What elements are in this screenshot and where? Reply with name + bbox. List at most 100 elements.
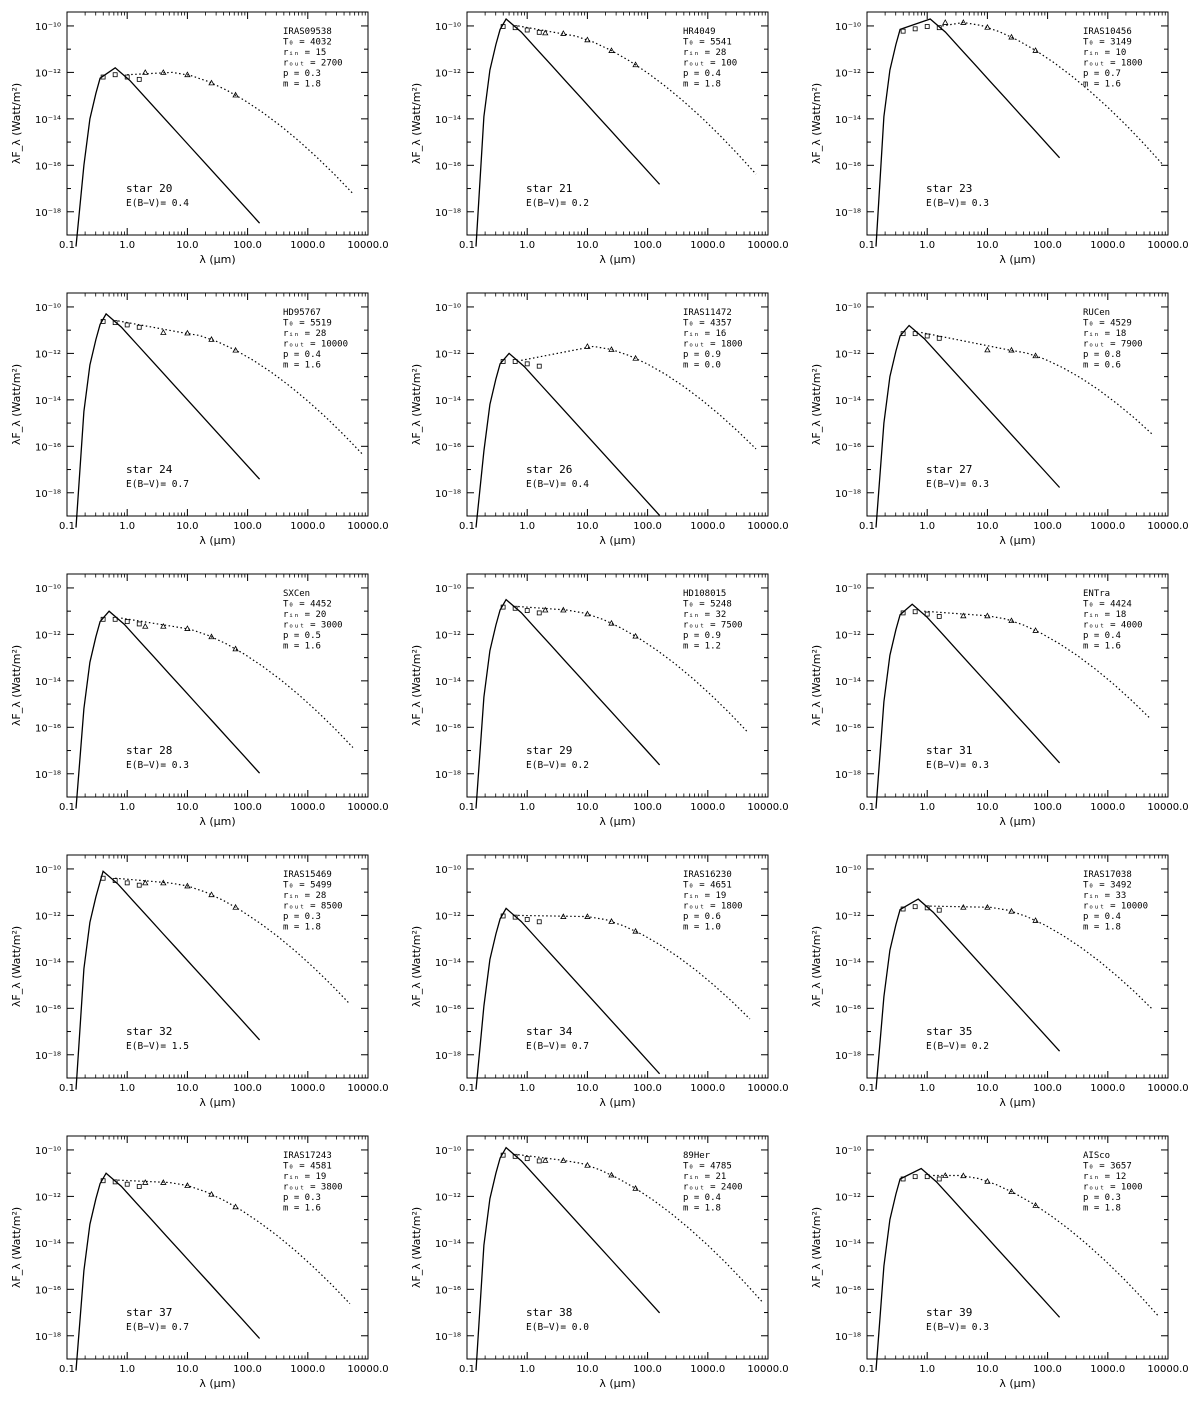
- total-model-line: [127, 71, 354, 195]
- object-name: IRAS11472: [683, 308, 732, 318]
- param-p: p = 0.4: [1083, 912, 1121, 922]
- plot-frame: [866, 854, 1169, 1079]
- sed-panel-star-24: 0.1 1.0 10.0 100.0 1000.0 10000.0 10⁻¹⁰ 10⁻¹² 10…: [0, 281, 400, 562]
- photometry-square: [112, 72, 118, 78]
- x-tick-label: 1.0: [919, 1083, 935, 1094]
- photometry-square: [536, 919, 542, 925]
- x-tick-label: 10.0: [576, 802, 598, 813]
- photometry-triangle: [160, 329, 167, 335]
- photometry-triangle: [232, 91, 239, 98]
- param-p: p = 0.9: [683, 350, 721, 360]
- plot-frame: [66, 292, 369, 517]
- photometry-square: [900, 28, 906, 34]
- sed-plot: 0.1 1.0 10.0 100.0 1000.0 10000.0 10⁻¹⁰ 10⁻¹² 10…: [10, 1135, 389, 1390]
- x-tick-label: 0.1: [59, 1083, 75, 1094]
- param-t0: T₀ = 4357: [683, 319, 732, 329]
- x-tick-label: 10.0: [176, 1364, 198, 1375]
- y-axis-label: λF_λ (Watt/m²): [10, 364, 23, 445]
- param-p: p = 0.6: [683, 912, 721, 922]
- x-axis-label: λ (μm): [599, 534, 635, 547]
- y-tick-label: 10⁻¹⁰: [35, 303, 61, 314]
- photometry-square: [136, 621, 142, 627]
- y-tick-label: 10⁻¹⁸: [835, 770, 861, 781]
- x-tick-label: 100.0: [633, 1364, 662, 1375]
- object-name: SXCen: [283, 589, 310, 599]
- reddening-label: E(B−V)= 0.3: [926, 760, 989, 771]
- y-axis-label: λF_λ (Watt/m²): [810, 1207, 823, 1288]
- plot-frame: [866, 11, 1169, 236]
- star-label: star 27: [926, 463, 972, 476]
- x-axis-label: λ (μm): [199, 534, 235, 547]
- x-tick-label: 100.0: [1033, 1364, 1062, 1375]
- param-p: p = 0.3: [1083, 1193, 1121, 1203]
- sed-plot: 0.1 1.0 10.0 100.0 1000.0 10000.0 10⁻¹⁰ 10⁻¹² 10…: [810, 292, 1189, 547]
- y-axis-label: λF_λ (Watt/m²): [10, 1207, 23, 1288]
- y-axis-label: λF_λ (Watt/m²): [410, 645, 423, 726]
- reddening-label: E(B−V)= 1.5: [126, 1041, 189, 1052]
- sed-panel-star-37: 0.1 1.0 10.0 100.0 1000.0 10000.0 10⁻¹⁰ 10⁻¹² 10…: [0, 1124, 400, 1405]
- y-tick-label: 10⁻¹²: [35, 630, 61, 641]
- x-tick-label: 0.1: [59, 521, 75, 532]
- photometry-square: [512, 605, 518, 611]
- x-axis-label: λ (μm): [599, 253, 635, 266]
- object-name: IRAS16230: [683, 870, 732, 880]
- star-label: star 38: [526, 1306, 572, 1319]
- photometry-triangle: [608, 619, 615, 626]
- sed-plot: 0.1 1.0 10.0 100.0 1000.0 10000.0 10⁻¹⁰ 10⁻¹² 10…: [410, 11, 789, 266]
- param-m: m = 1.8: [1083, 1204, 1121, 1214]
- sed-panel-star-34: 0.1 1.0 10.0 100.0 1000.0 10000.0 10⁻¹⁰ 10⁻¹² 10…: [400, 843, 800, 1124]
- param-m: m = 1.8: [683, 1204, 721, 1214]
- x-tick-label: 100.0: [233, 240, 262, 251]
- photometry-triangle: [608, 918, 615, 924]
- param-rin: rᵢₙ = 19: [683, 891, 726, 901]
- star-label: star 37: [126, 1306, 172, 1319]
- param-p: p = 0.3: [283, 912, 321, 922]
- x-tick-label: 10000.0: [347, 521, 388, 532]
- param-t0: T₀ = 5499: [283, 881, 332, 891]
- param-m: m = 0.6: [1083, 361, 1121, 371]
- photometry-square: [524, 27, 530, 33]
- star-label: star 28: [126, 744, 172, 757]
- param-rout: rₒᵤₜ = 1800: [683, 902, 743, 912]
- x-tick-label: 1.0: [519, 1083, 535, 1094]
- photometry-triangle: [632, 1185, 639, 1191]
- sed-plot: 0.1 1.0 10.0 100.0 1000.0 10000.0 10⁻¹⁰ 10⁻¹² 10…: [10, 854, 389, 1109]
- photometry-square: [512, 359, 518, 364]
- photometry-triangle: [542, 1157, 549, 1163]
- sed-panel-star-39: 0.1 1.0 10.0 100.0 1000.0 10000.0 10⁻¹⁰ 10⁻¹² 10…: [800, 1124, 1200, 1405]
- x-tick-label: 10000.0: [747, 1364, 788, 1375]
- y-tick-label: 10⁻¹⁸: [35, 208, 61, 219]
- photometry-square: [536, 29, 542, 35]
- y-tick-label: 10⁻¹⁸: [835, 208, 861, 219]
- photometry-triangle: [984, 346, 991, 353]
- photometry-triangle: [608, 346, 615, 352]
- x-tick-label: 10000.0: [747, 240, 788, 251]
- photometry-triangle: [1032, 47, 1039, 53]
- photosphere-model-line: [75, 870, 261, 1090]
- param-t0: T₀ = 3492: [1083, 881, 1132, 891]
- star-label: star 39: [926, 1306, 972, 1319]
- reddening-label: E(B−V)= 0.2: [526, 198, 589, 209]
- x-tick-label: 100.0: [633, 521, 662, 532]
- photometry-triangle: [942, 1172, 949, 1178]
- x-tick-label: 100.0: [233, 1083, 262, 1094]
- sed-plot: 0.1 1.0 10.0 100.0 1000.0 10000.0 10⁻¹⁰ 10⁻¹² 10…: [10, 11, 389, 266]
- photometry-square: [100, 74, 106, 80]
- x-tick-label: 0.1: [59, 802, 75, 813]
- y-axis-label: λF_λ (Watt/m²): [410, 83, 423, 164]
- plot-frame: [466, 573, 769, 798]
- param-p: p = 0.3: [283, 69, 321, 79]
- x-tick-label: 10000.0: [1147, 1364, 1188, 1375]
- total-model-line: [930, 905, 1154, 1011]
- photometry-triangle: [232, 1203, 239, 1210]
- photometry-square: [100, 875, 106, 881]
- reddening-label: E(B−V)= 0.4: [526, 479, 589, 490]
- y-tick-label: 10⁻¹⁸: [35, 489, 61, 500]
- y-tick-label: 10⁻¹⁰: [35, 1146, 61, 1157]
- object-name: HR4049: [683, 27, 716, 37]
- photometry-triangle: [160, 69, 167, 75]
- photometry-triangle: [184, 625, 191, 631]
- photometry-square: [136, 76, 142, 82]
- photometry-square: [524, 1156, 530, 1162]
- x-tick-label: 1000.0: [290, 240, 325, 251]
